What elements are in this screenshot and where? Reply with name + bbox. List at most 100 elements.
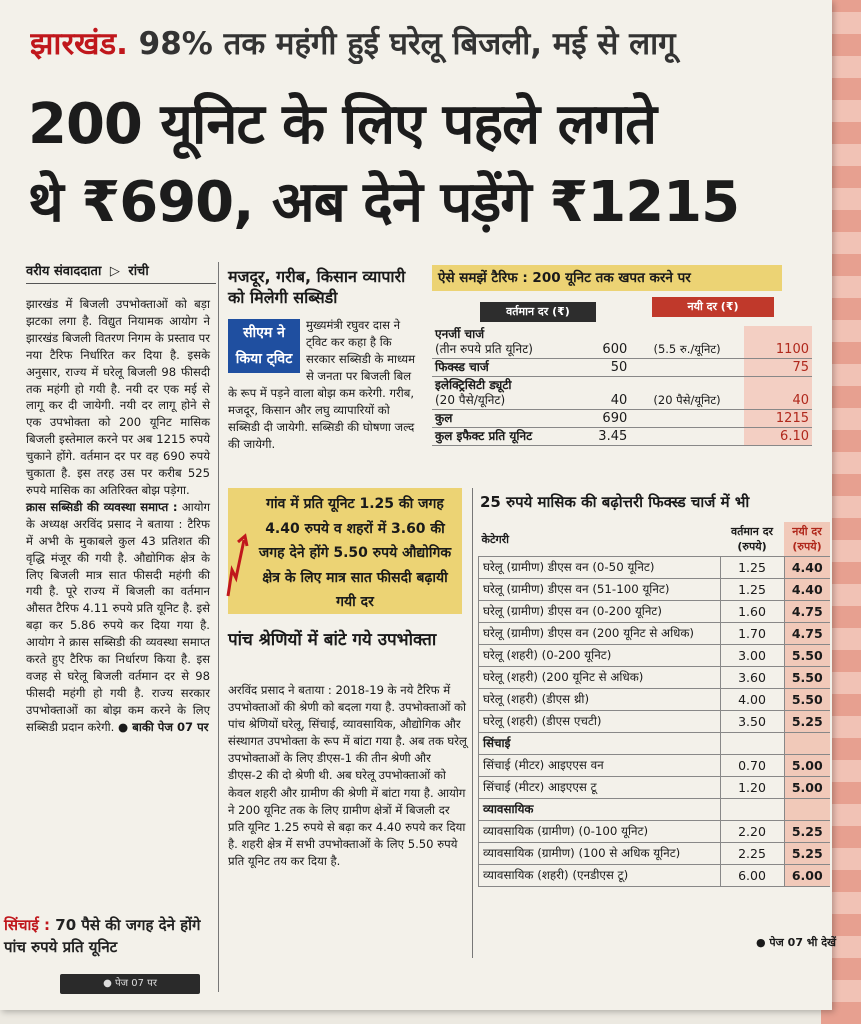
tariff-current: 600 — [576, 326, 631, 359]
tariff-new: 1100 — [743, 326, 812, 359]
category-label: घरेलू (ग्रामीण) डीएस वन (51-100 यूनिट) — [478, 578, 721, 601]
category-current-rate: 2.25 — [720, 842, 785, 865]
tariff-new: 6.10 — [743, 427, 812, 446]
category-new-rate: 5.50 — [784, 666, 830, 689]
tariff-new-rate-note: (5.5 रु./यूनिट) — [630, 326, 744, 359]
byline-city: रांची — [128, 264, 149, 279]
category-label: घरेलू (शहरी) (डीएस एचटी) — [478, 710, 721, 733]
byline-author: वरीय संवाददाता — [26, 264, 102, 279]
tariff-label: इलेक्ट्रिसिटी ड्यूटी (20 पैसे/यूनिट) — [432, 376, 577, 410]
tariff-new-rate-note — [630, 409, 744, 428]
category-table: केटेगरी वर्तमान दर (रुपये) नयी दर (रुपये… — [478, 522, 830, 887]
tariff-current: 50 — [576, 358, 631, 377]
category-label: घरेलू (शहरी) (0-200 यूनिट) — [478, 644, 721, 667]
tariff-label: कुल — [432, 409, 577, 428]
tariff-header-new: नयी दर (₹) — [652, 297, 774, 317]
category-new-rate: 5.25 — [784, 710, 830, 733]
headline-line-2: थे ₹690, अब देने पड़ेंगे ₹1215 — [28, 170, 740, 235]
category-current-rate: 1.25 — [720, 578, 785, 601]
irrigation-page-tag[interactable]: ● पेज 07 पर — [60, 974, 200, 994]
category-new-rate: 5.50 — [784, 688, 830, 711]
tariff-row: फिक्स्ड चार्ज 50 75 — [432, 358, 812, 377]
tariff-label-text: इलेक्ट्रिसिटी ड्यूटी — [435, 378, 512, 392]
category-new-rate: 4.75 — [784, 600, 830, 623]
category-row: घरेलू (ग्रामीण) डीएस वन (0-50 यूनिट) 1.25… — [478, 556, 830, 579]
irrigation-text: 70 पैसे की जगह देने होंगे पांच रुपये प्र… — [4, 916, 201, 956]
category-row: घरेलू (शहरी) (0-200 यूनिट) 3.00 5.50 — [478, 644, 830, 667]
tariff-current: 40 — [576, 376, 631, 410]
category-current-rate: 1.60 — [720, 600, 785, 623]
current-rate-header: वर्तमान दर (रुपये) — [720, 522, 784, 557]
newspaper-page: झारखंड. 98% तक महंगी हुई घरेलू बिजली, मई… — [4, 22, 837, 994]
headline: 200 यूनिट के लिए पहले लगते थे ₹690, अब द… — [28, 86, 818, 242]
category-current-rate: 3.00 — [720, 644, 785, 667]
category-label: व्यावसायिक (शहरी) (एनडीएस टू) — [478, 864, 721, 887]
category-new-rate — [784, 798, 830, 821]
kicker: झारखंड. 98% तक महंगी हुई घरेलू बिजली, मई… — [30, 22, 810, 64]
tariff-label: एनर्जी चार्ज (तीन रुपये प्रति यूनिट) — [432, 326, 577, 359]
category-label: घरेलू (ग्रामीण) डीएस वन (0-50 यूनिट) — [478, 556, 721, 579]
categories-body: अरविंद प्रसाद ने बताया : 2018-19 के नये … — [228, 683, 467, 868]
page-continued-note[interactable]: ● पेज 07 भी देखें — [756, 936, 837, 949]
paragraph-2: क्रास सब्सिडी की व्यवस्था समाप्त : आयोग … — [26, 499, 210, 736]
category-row: व्यावसायिक (ग्रामीण) (0-100 यूनिट) 2.20 5.… — [478, 820, 830, 843]
tariff-row: कुल 690 1215 — [432, 409, 812, 428]
tariff-new: 40 — [743, 376, 812, 410]
category-current-rate: 4.00 — [720, 688, 785, 711]
subsidy-heading: मजदूर, गरीब, किसान व्यापारी को मिलेगी सब… — [228, 267, 406, 307]
category-row: घरेलू (ग्रामीण) डीएस वन (200 यूनिट से अध… — [478, 622, 830, 645]
cm-tweet-box: सीएम ने किया ट्विट — [228, 319, 300, 373]
category-row: व्यावसायिक (शहरी) (एनडीएस टू) 6.00 6.00 — [478, 864, 830, 887]
tariff-label-text: कुल इफैक्ट प्रति यूनिट — [435, 429, 533, 443]
tariff-table: एनर्जी चार्ज (तीन रुपये प्रति यूनिट) 600 (5… — [432, 326, 812, 446]
category-label: व्यावसायिक (ग्रामीण) (100 से अधिक यूनिट) — [478, 842, 721, 865]
category-current-rate: 3.50 — [720, 710, 785, 733]
continued-link[interactable]: ● बाकी पेज 07 पर — [118, 719, 209, 734]
category-row: घरेलू (शहरी) (डीएस थ्री) 4.00 5.50 — [478, 688, 830, 711]
category-label: व्यावसायिक — [478, 798, 721, 821]
tariff-new-rate-note — [630, 427, 744, 446]
tariff-current: 690 — [576, 409, 631, 428]
paragraph-2-lead: क्रास सब्सिडी की व्यवस्था समाप्त : — [26, 499, 178, 514]
trend-up-icon — [226, 533, 249, 597]
paragraph-2-text: आयोग के अध्यक्ष अरविंद प्रसाद ने बताया :… — [26, 499, 210, 734]
category-row: घरेलू (ग्रामीण) डीएस वन (51-100 यूनिट) 1.… — [478, 578, 830, 601]
byline: वरीय संवाददाता ▷ रांची — [26, 261, 216, 284]
category-row: व्यावसायिक (ग्रामीण) (100 से अधिक यूनिट)… — [478, 842, 830, 865]
tariff-label: कुल इफैक्ट प्रति यूनिट — [432, 427, 577, 446]
category-new-rate: 6.00 — [784, 864, 830, 887]
category-row: सिंचाई (मीटर) आइएएस वन 0.70 5.00 — [478, 754, 830, 777]
column-divider — [218, 262, 219, 992]
cm-tweet-line-1: सीएम ने — [243, 325, 285, 341]
tariff-label-text: कुल — [435, 411, 453, 425]
category-label: घरेलू (ग्रामीण) डीएस वन (0-200 यूनिट) — [478, 600, 721, 623]
tariff-label: फिक्स्ड चार्ज — [432, 358, 577, 377]
category-label: सिंचाई — [478, 732, 721, 755]
tariff-new-rate-note — [630, 358, 744, 377]
tariff-label-sub: (20 पैसे/यूनिट) — [435, 393, 506, 407]
article-column-1: झारखंड में बिजली उपभोक्ताओं को बड़ा झटका… — [26, 296, 210, 736]
category-label: घरेलू (ग्रामीण) डीएस वन (200 यूनिट से अध… — [478, 622, 721, 645]
category-row: घरेलू (शहरी) (200 यूनिट से अधिक) 3.60 5.50 — [478, 666, 830, 689]
category-new-rate: 5.00 — [784, 776, 830, 799]
category-row: घरेलू (शहरी) (डीएस एचटी) 3.50 5.25 — [478, 710, 830, 733]
new-rate-header: नयी दर (रुपये) — [784, 522, 830, 557]
category-row: घरेलू (ग्रामीण) डीएस वन (0-200 यूनिट) 1.6… — [478, 600, 830, 623]
category-new-rate: 5.00 — [784, 754, 830, 777]
kicker-text: 98% तक महंगी हुई घरेलू बिजली, मई से लागू — [138, 26, 676, 62]
tariff-row: एनर्जी चार्ज (तीन रुपये प्रति यूनिट) 600 (5… — [432, 326, 812, 359]
categories-heading: पांच श्रेणियों में बांटे गये उपभोक्ता — [228, 630, 437, 650]
cm-tweet-line-2: किया ट्विट — [235, 351, 293, 367]
category-new-rate — [784, 732, 830, 755]
category-header: केटेगरी — [478, 522, 720, 557]
category-current-rate: 2.20 — [720, 820, 785, 843]
tariff-row: इलेक्ट्रिसिटी ड्यूटी (20 पैसे/यूनिट) 40 (20… — [432, 376, 812, 410]
category-current-rate: 1.25 — [720, 556, 785, 579]
category-current-rate: 6.00 — [720, 864, 785, 887]
tariff-row: कुल इफैक्ट प्रति यूनिट 3.45 6.10 — [432, 427, 812, 446]
category-group-row: सिंचाई — [478, 732, 830, 755]
kicker-place: झारखंड. — [30, 26, 128, 62]
subsidy-text: मुख्यमंत्री रघुवर दास ने ट्विट कर कहा है… — [228, 318, 416, 451]
category-current-rate: 3.60 — [720, 666, 785, 689]
category-new-rate: 5.25 — [784, 820, 830, 843]
